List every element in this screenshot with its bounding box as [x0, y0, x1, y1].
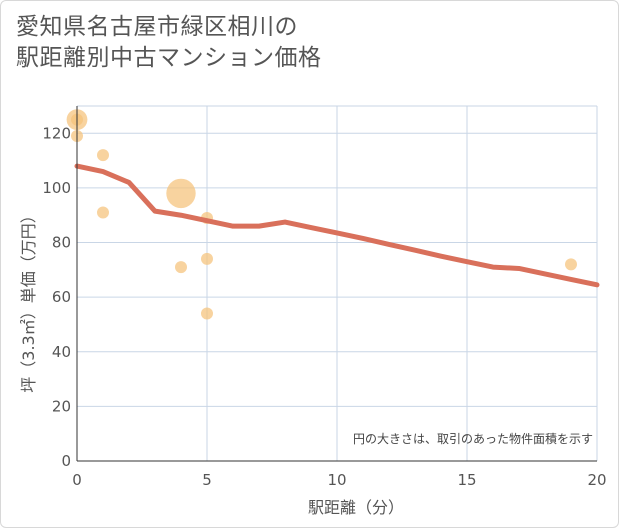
y-tick-label-3: 60 — [52, 288, 71, 306]
x-tick-label-4: 20 — [587, 471, 606, 489]
y-tick-label-1: 20 — [52, 397, 71, 415]
y-tick-label-0: 0 — [61, 452, 71, 470]
trend-series-line — [74, 163, 600, 288]
tick-labels: 0 5 10 15 20 0 20 40 60 80 100 120 — [42, 124, 606, 489]
y-tick-label-2: 40 — [52, 343, 71, 361]
trend-line — [74, 163, 600, 288]
y-tick-label-6: 120 — [42, 124, 71, 142]
x-axis-label: 駅距離（分） — [308, 498, 404, 517]
y-axis-label: 坪（3.3㎡）単価（万円） — [19, 207, 38, 392]
y-tick-label-4: 80 — [52, 234, 71, 252]
axes — [76, 106, 597, 462]
y-tick-label-5: 100 — [42, 179, 71, 197]
chart-title-line1: 愛知県名古屋市緑区相川の — [16, 14, 298, 40]
x-tick-label-0: 0 — [72, 471, 82, 489]
data-point-5[interactable] — [166, 178, 196, 209]
grid — [77, 105, 598, 461]
chart-title-line2: 駅距離別中古マンション価格 — [16, 45, 322, 71]
data-point-8[interactable] — [201, 252, 213, 265]
x-tick-label-1: 5 — [202, 471, 212, 489]
data-point-10[interactable] — [565, 258, 577, 271]
x-tick-label-2: 10 — [327, 471, 346, 489]
size-annotation: 円の大きさは、取引のあった物件面積を示す — [353, 431, 593, 446]
data-point-9[interactable] — [201, 307, 213, 320]
data-point-7[interactable] — [175, 261, 187, 274]
x-tick-label-3: 15 — [457, 471, 476, 489]
chart-title: 愛知県名古屋市緑区相川の 駅距離別中古マンション価格 — [16, 12, 322, 74]
data-point-3[interactable] — [97, 149, 109, 162]
data-point-4[interactable] — [97, 206, 109, 219]
